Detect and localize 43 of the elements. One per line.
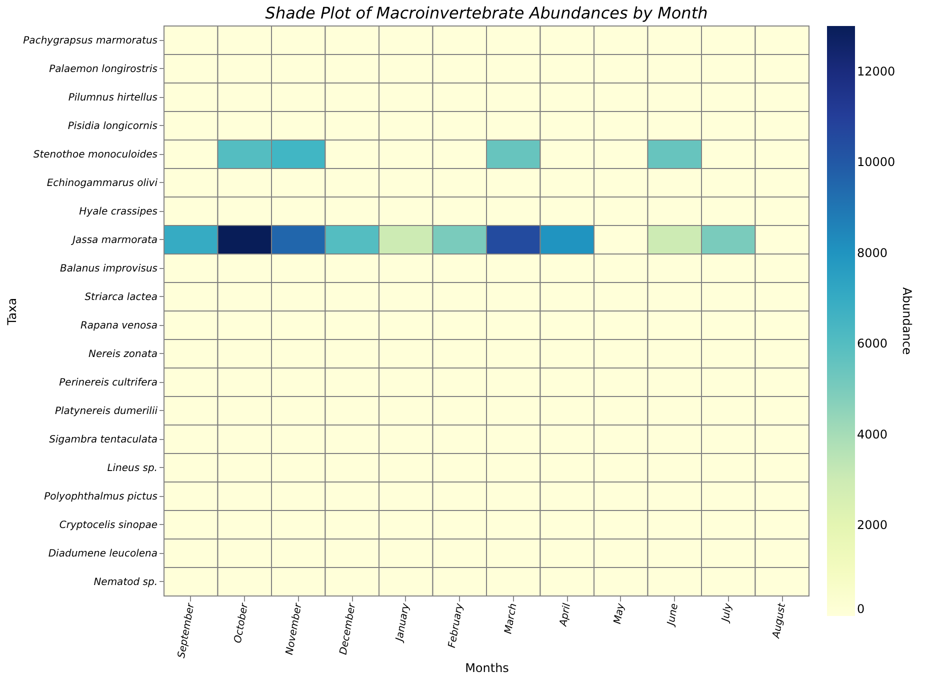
y-tick-label: Stenothoe monoculoides [33,149,158,160]
y-axis-title: Taxa [5,298,20,326]
x-tick-label: May [612,602,627,625]
x-tick-label: July [720,602,734,624]
y-tick-label: Rapana venosa [80,320,158,332]
y-tick-label: Sigambra tentaculata [49,434,158,446]
y-tick-label: Hyale crassipes [79,206,158,218]
x-tick-label: April [558,602,574,628]
y-tick-label: Pisidia longicornis [68,120,158,132]
x-tick-label: June [666,602,681,628]
y-tick-label: Pilumnus hirtellus [68,92,158,104]
y-tick-label: Palaemon longirostris [49,64,158,75]
y-tick-label: Platynereis dumerilii [55,406,158,417]
y-tick-label: Cryptocelis sinopae [59,520,158,531]
color-bar-label: 4000 [857,427,888,442]
x-tick-label: January [394,602,412,644]
color-bar-label: 0 [857,602,865,616]
y-tick-label: Pachygrapsus marmoratus [23,35,158,46]
x-tick-label: December [338,602,358,656]
y-tick-label: Jassa marmorata [70,234,158,246]
x-tick-label: November [284,602,304,656]
x-tick-label: February [446,602,466,649]
color-bar-title: Abundance [900,287,914,355]
chart-title: Shade Plot of Macroinvertebrate Abundances by Month [265,4,708,22]
x-axis-title: Months [465,660,509,675]
y-tick-label: Nematod sp. [94,576,158,588]
color-bar-label: 8000 [857,246,888,260]
x-tick-label: March [503,602,520,635]
color-bar-label: 6000 [857,336,888,351]
color-bar-label: 12000 [857,64,896,78]
color-bar-label: 10000 [857,155,896,170]
x-tick-label: September [176,602,197,659]
y-tick-label: Nereis zonata [88,348,158,360]
x-tick-label: October [232,602,251,644]
y-tick-label: Echinogammarus olivi [46,178,158,189]
y-tick-label: Polyophthalmus pictus [44,491,158,502]
y-tick-label: Balanus improvisus [60,263,158,274]
x-tick-label: August [770,602,788,640]
y-tick-label: Diadumene leucolena [48,548,158,560]
color-bar-label: 2000 [857,518,888,532]
y-tick-label: Lineus sp. [107,462,158,474]
y-tick-label: Perinereis cultrifera [59,377,158,388]
y-tick-label: Striarca lactea [84,292,158,303]
